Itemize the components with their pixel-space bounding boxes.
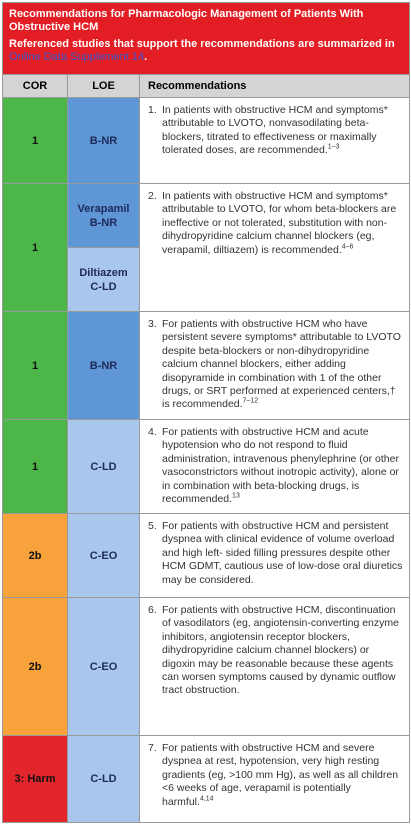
recommendation-text-block: For patients with obstructive HCM and pe… [162,520,403,597]
title: Recommendations for Pharmacologic Manage… [9,8,364,33]
table-row: 1 C-LD 4. For patients with obstructive HCM… [3,419,409,513]
cor-cell: 1 [3,98,67,183]
cor-cell: 1 [3,184,67,311]
recommendation-cell: 3. For patients with obstructive HCM who … [139,312,409,419]
cor-cell: 2b [3,598,67,735]
subtitle-end: . [144,51,148,63]
recommendation-text: For patients with obstructive HCM and pe… [162,520,403,586]
item-number: 1. [148,104,157,116]
cor-cell: 1 [3,312,67,419]
item-number: 2. [148,190,157,202]
recommendation-text: For patients with obstructive HCM and se… [162,742,399,808]
loe-value: Diltiazem C-LD [68,247,139,311]
reference: 4,14 [199,795,214,803]
supplement-link[interactable]: Online Data Supplement 14 [9,51,145,63]
loe-value: C-EO [68,598,139,735]
recommendation-cell: 6. For patients with obstructive HCM, dis… [139,598,409,735]
item-number: 5. [148,520,157,532]
loe-value: Verapamil B-NR [68,184,139,247]
recommendation-cell: 5. For patients with obstructive HCM and … [139,514,409,597]
loe-value: C-EO [68,514,139,597]
reference: 1–3 [327,143,340,151]
loe-cell: C-LD [67,736,139,822]
reference: 4–6 [341,243,354,251]
recommendation-text-block: For patients with obstructive HCM who ha… [162,318,403,419]
loe-cell: B-NR [67,98,139,183]
recommendation-text-block: In patients with obstructive HCM and sym… [162,104,403,183]
cor-cell: 3: Harm [3,736,67,822]
recommendation-text: In patients with obstructive HCM and sym… [162,104,388,157]
table-row: 2b C-EO 5. For patients with obstructive HC… [3,513,409,597]
table-row: 1 Verapamil B-NR Diltiazem C-LD 2. In patien… [3,183,409,311]
recommendation-text: For patients with obstructive HCM and ac… [162,426,399,506]
recommendation-text: For patients with obstructive HCM who ha… [162,318,401,411]
recommendation-text-block: In patients with obstructive HCM and sym… [162,190,403,311]
recommendation-text-block: For patients with obstructive HCM, disco… [162,604,403,735]
loe-value: B-NR [68,98,139,183]
column-header: Recommendations [139,75,409,97]
cor-cell: 1 [3,420,67,513]
recommendation-text: For patients with obstructive HCM, disco… [162,604,399,697]
recommendation-cell: 4. For patients with obstructive HCM and … [139,420,409,513]
loe-value: C-LD [68,420,139,513]
loe-cell: C-EO [67,598,139,735]
table-row: 3: Harm C-LD 7. For patients with obstructi… [3,735,409,822]
column-header: LOE [67,75,139,97]
subtitle: Referenced studies that support the reco… [9,38,395,50]
item-number: 6. [148,604,157,616]
recommendation-text-block: For patients with obstructive HCM and se… [162,742,403,822]
table-header: Recommendations for Pharmacologic Manage… [3,3,409,74]
loe-value: C-LD [68,736,139,822]
column-header-row: COR LOE Recommendations [3,74,409,97]
column-header: COR [22,80,48,92]
recommendation-cell: 7. For patients with obstructive HCM and … [139,736,409,822]
loe-cell: C-EO [67,514,139,597]
cor-cell: 2b [3,514,67,597]
item-number: 7. [148,742,157,754]
loe-cell: C-LD [67,420,139,513]
recommendation-cell: 1. In patients with obstructive HCM and s… [139,98,409,183]
table-row: 1 B-NR 3. For patients with obstructive HCM… [3,311,409,419]
recommendation-text-block: For patients with obstructive HCM and ac… [162,426,403,513]
item-number: 4. [148,426,157,438]
item-number: 3. [148,318,157,330]
table-body: 1 B-NR 1. In patients with obstructive HCM … [3,97,409,822]
table-row: 1 B-NR 1. In patients with obstructive HCM … [3,97,409,183]
recommendation-cell: 2. In patients with obstructive HCM and s… [139,184,409,311]
loe-cell: Verapamil B-NR Diltiazem C-LD [67,184,139,311]
reference: 7–12 [242,397,259,405]
subtitle-line: Referenced studies that support the reco… [9,38,403,64]
loe-cell: B-NR [67,312,139,419]
reference: 13 [232,492,240,500]
loe-value: B-NR [68,312,139,419]
table-row: 2b C-EO 6. For patients with obstructive HC… [3,597,409,735]
recommendation-text: In patients with obstructive HCM and sym… [162,190,397,256]
